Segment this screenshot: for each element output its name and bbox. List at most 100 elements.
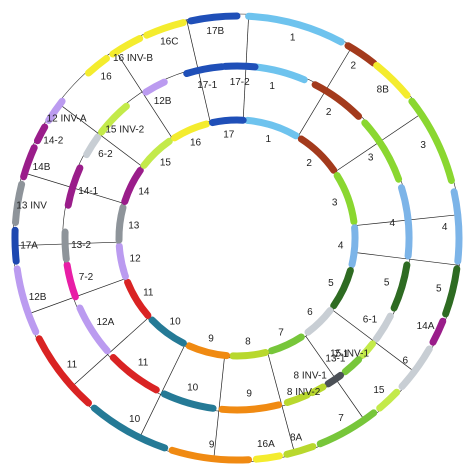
middle-ring-segment	[398, 184, 413, 260]
outer-ring-label: 8B	[377, 85, 390, 96]
outer-ring-label: 11	[67, 360, 78, 371]
inner-ring-label: 9	[208, 334, 214, 345]
middle-ring-segment	[76, 304, 111, 355]
middle-ring-segment	[64, 164, 84, 209]
inner-ring-label: 14	[138, 187, 150, 198]
inner-ring-label: 6	[307, 307, 313, 318]
middle-ring-segment	[308, 383, 327, 397]
outer-ring-label: 9	[209, 439, 215, 450]
inner-ring-label: 4	[338, 240, 344, 251]
outer-ring-label: 1	[290, 33, 296, 44]
outer-ring-segment	[316, 409, 378, 448]
middle-ring-label: 8 INV-2	[287, 387, 321, 398]
inner-ring-segment	[148, 316, 187, 347]
middle-ring-label: 4	[390, 218, 396, 229]
inner-ring-label: 15	[160, 158, 172, 169]
inner-ring-label: 8	[245, 336, 251, 347]
inner-ring-segment	[304, 307, 334, 336]
outer-ring-segment	[12, 180, 26, 226]
inner-ring-label: 16	[190, 138, 202, 149]
middle-ring-label: 7-2	[79, 272, 94, 283]
inner-ring-segment	[124, 278, 152, 319]
middle-ring-segment	[341, 356, 363, 376]
inner-ring-segment	[268, 333, 305, 355]
outer-ring-label: 16	[101, 71, 113, 82]
inner-ring-label: 13	[128, 220, 140, 231]
inner-ring-label: 12	[130, 254, 142, 265]
middle-ring-label: 10	[187, 383, 199, 394]
inner-ring-segment	[121, 166, 144, 205]
outer-ring-label: 17A	[20, 240, 38, 251]
outer-ring-segment	[20, 144, 38, 181]
outer-ring-label: 14A	[417, 321, 435, 332]
inner-ring-segment	[348, 224, 359, 268]
inner-ring-segment	[297, 135, 338, 174]
outer-ring-segment	[11, 226, 20, 265]
middle-ring-label: 17-2	[230, 77, 250, 88]
middle-ring-label: 6-2	[98, 149, 113, 160]
middle-ring-segment	[359, 340, 376, 359]
outer-ring-label: 5	[436, 283, 442, 294]
inner-ring-label: 11	[143, 287, 154, 298]
middle-ring-segment	[372, 312, 394, 343]
inner-ring-segment	[333, 172, 358, 226]
middle-ring-label: 5	[384, 277, 390, 288]
outer-ring-label: 16C	[160, 36, 178, 47]
middle-ring-label: 1	[269, 81, 275, 92]
middle-ring-segment	[283, 391, 311, 406]
outer-ring-segment	[252, 452, 283, 463]
middle-ring-segment	[324, 371, 344, 388]
middle-ring-segment	[142, 78, 168, 96]
inner-ring-label: 17	[223, 129, 235, 140]
outer-ring-segment	[90, 404, 169, 452]
middle-ring-segment	[183, 63, 226, 77]
middle-ring-segment	[221, 62, 259, 71]
inner-ring-segment	[330, 267, 354, 310]
inner-ring-label: 1	[266, 134, 272, 145]
inner-ring-label: 7	[278, 327, 284, 338]
outer-ring-label: 12 INV-A	[47, 114, 87, 125]
middle-ring-label: 2	[326, 107, 332, 118]
outer-ring-segment	[35, 335, 92, 407]
outer-ring-segment	[143, 19, 187, 39]
middle-ring-segment	[109, 354, 160, 394]
inner-ring-label: 5	[328, 278, 334, 289]
inner-ring-label: 3	[332, 197, 338, 208]
middle-ring-label: 13-2	[71, 240, 91, 251]
outer-ring-segment	[398, 345, 433, 390]
middle-ring-label: 12B	[154, 96, 172, 107]
middle-ring-label: 13-1	[325, 354, 345, 365]
outer-ring-segment	[245, 12, 345, 46]
middle-ring-segment	[61, 228, 70, 263]
middle-ring-segment	[218, 401, 283, 414]
middle-ring-label: 7-1	[334, 349, 349, 360]
outer-ring-label: 16 INV-B	[113, 53, 153, 64]
middle-ring-segment	[83, 133, 102, 159]
outer-ring-segment	[187, 12, 241, 25]
inner-ring-segment	[115, 204, 127, 244]
outer-ring-segment	[442, 265, 461, 318]
inner-ring-segment	[171, 120, 210, 142]
outer-ring-segment	[283, 443, 317, 458]
outer-ring-segment	[109, 35, 144, 58]
outer-ring-segment	[13, 265, 40, 336]
outer-ring-label: 7	[338, 413, 344, 424]
middle-ring-segment	[390, 261, 411, 312]
chromosome-segments	[11, 12, 463, 464]
outer-ring-segment	[450, 188, 463, 265]
middle-ring-label: 9	[246, 389, 252, 400]
middle-ring-label: 12A	[97, 317, 115, 328]
middle-ring-label: 14-1	[78, 186, 98, 197]
inner-ring-segment	[229, 349, 269, 360]
inner-ring-label: 2	[306, 158, 312, 169]
inner-ring-segment	[185, 342, 231, 360]
outer-ring-segment	[168, 446, 253, 464]
outer-ring-label: 6	[403, 355, 409, 366]
middle-ring-segment	[160, 390, 217, 412]
middle-ring-segment	[361, 119, 403, 183]
middle-ring-segment	[311, 81, 363, 120]
outer-ring-label: 14B	[33, 162, 51, 173]
inner-ring-segment	[115, 242, 129, 280]
outer-ring-label: 12B	[29, 292, 47, 303]
